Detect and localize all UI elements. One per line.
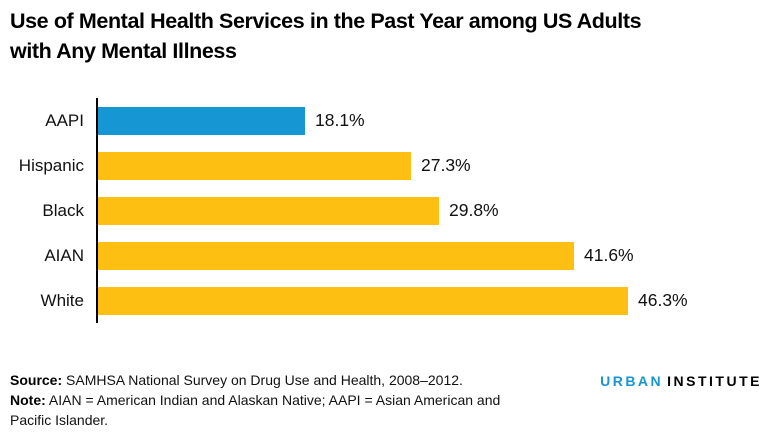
value-label: 46.3% <box>638 290 688 310</box>
chart-row: AIAN 41.6% <box>0 233 770 278</box>
bar-area: 29.8% <box>98 196 770 225</box>
bar-chart: AAPI 18.1% Hispanic 27.3% Black 29.8% AIAN 41.6… <box>0 98 770 323</box>
source-text: SAMHSA National Survey on Drug Use and H… <box>62 372 463 388</box>
value-label: 18.1% <box>315 110 365 130</box>
category-label: Black <box>42 200 84 220</box>
bar <box>98 286 628 315</box>
value-label: 27.3% <box>421 155 471 175</box>
bar-area: 18.1% <box>98 106 770 135</box>
value-label: 29.8% <box>449 200 499 220</box>
y-axis-line <box>96 98 98 323</box>
category-label: AIAN <box>44 245 84 265</box>
chart-row: AAPI 18.1% <box>0 98 770 143</box>
bar-area: 27.3% <box>98 151 770 180</box>
chart-title: Use of Mental Health Services in the Pas… <box>10 6 760 66</box>
note-text-line2: Pacific Islander. <box>10 412 109 428</box>
bar <box>98 151 411 180</box>
source-label: Source: <box>10 372 63 388</box>
bar-area: 46.3% <box>98 286 770 315</box>
chart-row: Hispanic 27.3% <box>0 143 770 188</box>
category-label: AAPI <box>45 110 84 130</box>
chart-row: Black 29.8% <box>0 188 770 233</box>
chart-title-line1: Use of Mental Health Services in the Pas… <box>10 9 642 33</box>
bar <box>98 106 305 135</box>
logo-institute-text: INSTITUTE <box>667 373 762 389</box>
category-label: Hispanic <box>18 155 84 175</box>
bar-area: 41.6% <box>98 241 770 270</box>
note-label: Note: <box>10 392 46 408</box>
urban-institute-logo: URBAN INSTITUTE <box>600 373 762 389</box>
bar <box>98 196 439 225</box>
value-label: 41.6% <box>584 245 634 265</box>
category-label: White <box>40 290 84 310</box>
bar-rows: AAPI 18.1% Hispanic 27.3% Black 29.8% AIAN 41.6… <box>0 98 770 323</box>
logo-urban-text: URBAN <box>600 373 664 389</box>
chart-row: White 46.3% <box>0 278 770 323</box>
chart-title-line2: with Any Mental Illness <box>10 39 237 63</box>
note-text-line1: AIAN = American Indian and Alaskan Nativ… <box>45 392 501 408</box>
source-note-block: Source: SAMHSA National Survey on Drug U… <box>10 370 530 430</box>
bar <box>98 241 574 270</box>
